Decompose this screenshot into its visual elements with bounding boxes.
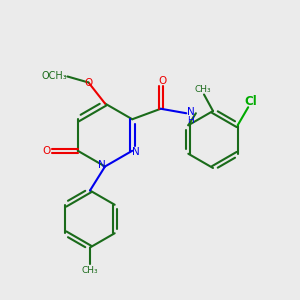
Text: N: N <box>98 160 105 170</box>
Text: O: O <box>84 77 93 88</box>
Text: CH₃: CH₃ <box>82 266 98 275</box>
Text: N: N <box>132 147 140 157</box>
Text: H: H <box>188 116 194 125</box>
Text: CH₃: CH₃ <box>194 85 211 94</box>
Text: O: O <box>158 76 166 86</box>
Text: methoxy: methoxy <box>64 75 70 76</box>
Text: OCH₃: OCH₃ <box>42 71 68 81</box>
Text: O: O <box>43 146 51 156</box>
Text: Cl: Cl <box>245 95 258 108</box>
Text: N: N <box>187 107 195 117</box>
